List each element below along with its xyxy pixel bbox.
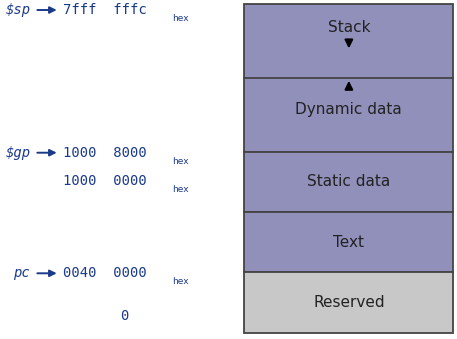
Text: hex: hex [172, 185, 188, 194]
Text: hex: hex [172, 277, 188, 286]
Text: 1000  8000: 1000 8000 [63, 146, 146, 160]
Text: hex: hex [172, 14, 188, 23]
Text: 1000  0000: 1000 0000 [63, 174, 146, 188]
Text: Stack: Stack [328, 20, 370, 35]
Text: Dynamic data: Dynamic data [296, 102, 402, 117]
Text: Reserved: Reserved [313, 295, 385, 310]
Text: Static data: Static data [307, 174, 390, 190]
Bar [244, 152, 453, 212]
Bar [244, 4, 453, 152]
Bar [244, 272, 453, 333]
Text: 7fff  fffc: 7fff fffc [63, 3, 146, 17]
Text: $sp: $sp [6, 3, 31, 17]
Text: Text: Text [333, 235, 364, 250]
Bar [244, 212, 453, 272]
Text: pc: pc [13, 266, 30, 280]
Text: 0040  0000: 0040 0000 [63, 266, 146, 280]
Text: hex: hex [172, 157, 188, 165]
Text: 0: 0 [120, 309, 128, 323]
Text: $gp: $gp [6, 146, 31, 160]
